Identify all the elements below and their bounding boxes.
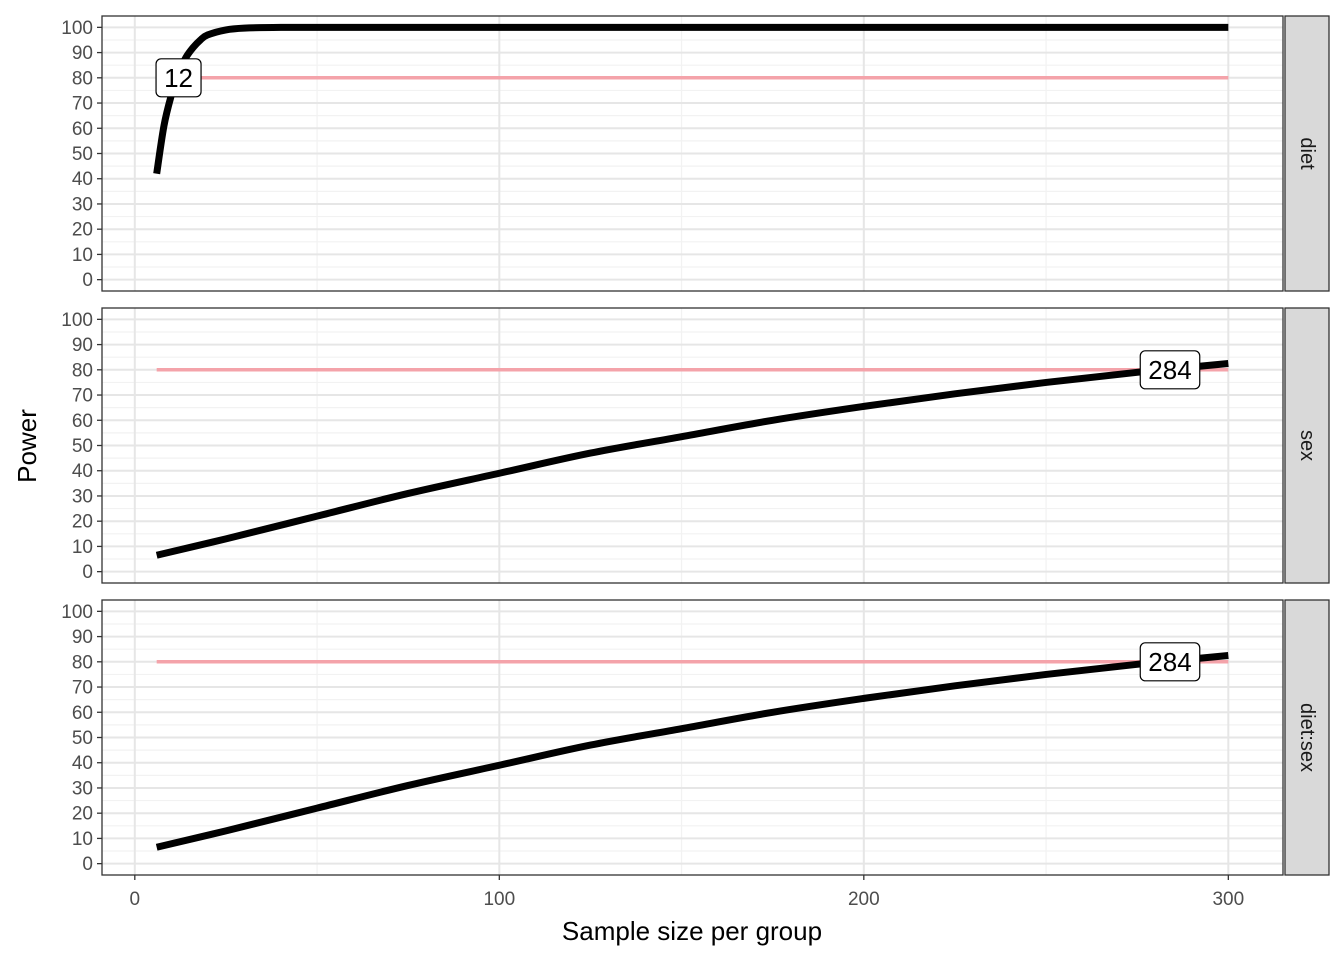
facet-strip-label: diet:sex <box>1296 703 1318 772</box>
y-tick-label: 30 <box>72 486 93 507</box>
y-tick-label: 0 <box>82 854 93 875</box>
facet-panel-diet: 0 10 20 30 40 50 60 70 80 90 100 diet 12 <box>61 15 1330 292</box>
x-tick-label: 200 <box>848 889 880 910</box>
y-tick-label: 80 <box>72 68 93 89</box>
threshold-callout: 284 <box>1139 642 1201 682</box>
y-tick-label: 50 <box>72 436 93 457</box>
facet-strip-label: diet <box>1296 137 1318 170</box>
y-tick-label: 40 <box>72 461 93 482</box>
y-tick-label: 70 <box>72 386 93 407</box>
y-tick-label: 100 <box>61 602 93 623</box>
x-tick-label: 100 <box>483 889 515 910</box>
y-tick-label: 60 <box>72 119 93 140</box>
y-tick-label: 90 <box>72 43 93 64</box>
facet-panels: 0102030405060708090100diet12010203040506… <box>61 15 1330 876</box>
threshold-callout-label: 12 <box>164 63 193 93</box>
facet-strip <box>1284 15 1330 292</box>
threshold-callout: 284 <box>1139 350 1201 390</box>
y-tick-label: 10 <box>72 829 93 850</box>
threshold-callout-box <box>155 58 202 98</box>
facet-panel-diet-sex: 0 10 20 30 40 50 60 70 80 90 100 diet:sex 284 <box>61 599 1330 876</box>
y-tick-label: 60 <box>72 411 93 432</box>
y-tick-label: 80 <box>72 652 93 673</box>
x-tick-label: 0 <box>130 889 141 910</box>
x-axis: 0 100 200 300 <box>130 875 1244 910</box>
facet-strip <box>1284 599 1330 876</box>
y-tick-label: 0 <box>82 562 93 583</box>
y-tick-label: 60 <box>72 703 93 724</box>
threshold-callout-label: 284 <box>1148 355 1191 385</box>
power-curve <box>155 360 1229 559</box>
y-tick-label: 80 <box>72 360 93 381</box>
y-tick-label: 10 <box>72 245 93 266</box>
y-tick-label: 20 <box>72 220 93 241</box>
x-tick-label: 300 <box>1212 889 1244 910</box>
y-tick-label: 50 <box>72 728 93 749</box>
threshold-callout-label: 284 <box>1148 647 1191 677</box>
y-tick-label: 20 <box>72 512 93 533</box>
y-tick-label: 10 <box>72 537 93 558</box>
y-tick-label: 100 <box>61 310 93 331</box>
y-tick-label: 30 <box>72 778 93 799</box>
power-curve <box>155 652 1229 851</box>
threshold-callout: 12 <box>155 58 202 98</box>
threshold-callout-box <box>1139 350 1201 390</box>
y-tick-label: 0 <box>82 270 93 291</box>
y-tick-label: 40 <box>72 753 93 774</box>
threshold-callout-box <box>1139 642 1201 682</box>
y-tick-label: 70 <box>72 94 93 115</box>
y-tick-label: 70 <box>72 678 93 699</box>
y-tick-label: 40 <box>72 169 93 190</box>
y-tick-label: 20 <box>72 804 93 825</box>
y-tick-label: 100 <box>61 18 93 39</box>
y-tick-label: 50 <box>72 144 93 165</box>
facet-strip-label: sex <box>1296 430 1318 461</box>
y-tick-label: 30 <box>72 194 93 215</box>
facet-panel-sex: 0 10 20 30 40 50 60 70 80 90 100 sex 284 <box>61 307 1330 584</box>
facet-strip <box>1284 307 1330 584</box>
y-axis-title: Power <box>12 409 42 483</box>
y-tick-label: 90 <box>72 335 93 356</box>
x-axis-title: Sample size per group <box>562 916 822 946</box>
y-tick-label: 90 <box>72 627 93 648</box>
